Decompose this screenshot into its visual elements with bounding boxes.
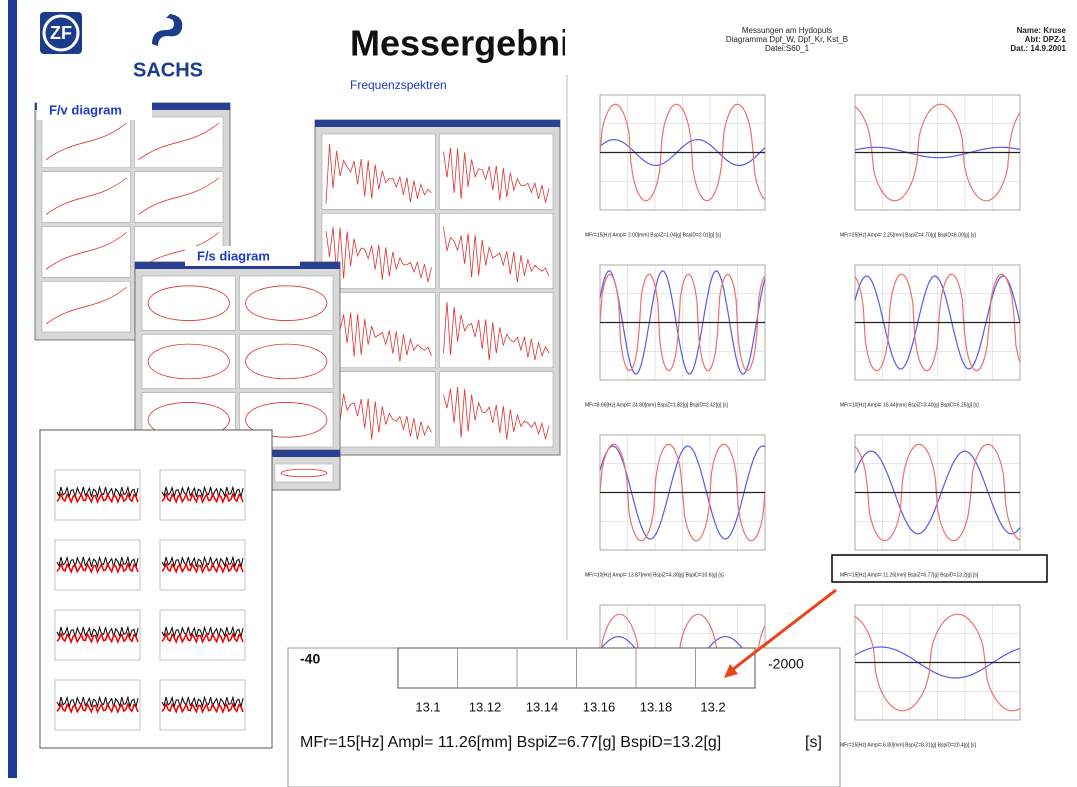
window-titlebar — [315, 120, 560, 127]
zoom-x-tick: 13.16 — [583, 699, 616, 714]
plot-caption: MFr=25[Hz] Ampl= 2.25[mm] BspiZ=4.70[g] … — [840, 232, 977, 238]
plot-caption: MFr=15[Hz] Ampl= 11.26[mm] BspiZ=6.77[g]… — [840, 572, 979, 578]
zoom-x-tick: 13.18 — [640, 699, 673, 714]
panel — [142, 334, 236, 388]
report-info-line: Abt: DPZ-1 — [1025, 35, 1067, 44]
report-title-line: Messungen am Hydopuls — [742, 26, 832, 35]
report-title-line: Datei:S60_1 — [765, 44, 810, 53]
panel — [440, 134, 554, 209]
thumb-label: F/v diagram — [49, 102, 122, 117]
panel — [275, 464, 333, 482]
plot-caption: MFr=8.66[Hz] Ampl= 24.80[mm] BspiZ=1.82[… — [585, 402, 728, 408]
panel — [240, 276, 334, 330]
zoom-caption: MFr=15[Hz] Ampl= 11.26[mm] BspiZ=6.77[g]… — [300, 734, 721, 751]
slide: ZF SACHS Messergebnisse Frequenzspektren… — [0, 0, 1077, 787]
report-info-line: Dat.: 14.9.2001 — [1010, 44, 1066, 53]
panel — [440, 213, 554, 288]
plot-caption: MFr=25[Hz] Ampl= 6.80[mm] BspiZ=8.31[g] … — [840, 742, 977, 748]
panel — [240, 334, 334, 388]
zf-logo-text: ZF — [50, 23, 72, 43]
plot-caption: MFr=10[Hz] Ampl= 13.87[mm] BspiZ=4.30[g]… — [585, 572, 724, 578]
plot-caption: MFr=15[Hz] Ampl= 2.00[mm] BspiZ=1.04[g] … — [585, 232, 722, 238]
zoom-x-tick: 13.1 — [415, 699, 440, 714]
zoom-y-right: -2000 — [768, 656, 804, 672]
zoom-x-tick: 13.12 — [469, 699, 502, 714]
thumb-label: F/s diagram — [197, 248, 270, 263]
zoom-y-left: -40 — [300, 651, 320, 667]
window-titlebar — [268, 450, 340, 457]
zoom-unit: [s] — [805, 734, 822, 751]
zoom-x-tick: 13.2 — [700, 699, 725, 714]
zoom-view: -40 -2000 13.1 13.12 13.14 13.16 13.18 13.2 MFr=… — [288, 648, 840, 787]
panel — [142, 276, 236, 330]
panel — [440, 372, 554, 447]
report-info-line: Name: Kruse — [1017, 26, 1067, 35]
side-bar — [8, 0, 17, 778]
subtitle: Frequenzspektren — [350, 78, 447, 92]
zoom-x-tick: 13.14 — [526, 699, 559, 714]
plot-caption: MFr=10[Hz] Ampl= 16.44[mm] BspiZ=3.40[g]… — [840, 402, 979, 408]
sachs-logo-text: SACHS — [133, 59, 203, 81]
panel — [322, 134, 436, 209]
report-title-line: Diagramma Dpf_W, Dpf_Kr, Kst_B — [726, 35, 848, 44]
